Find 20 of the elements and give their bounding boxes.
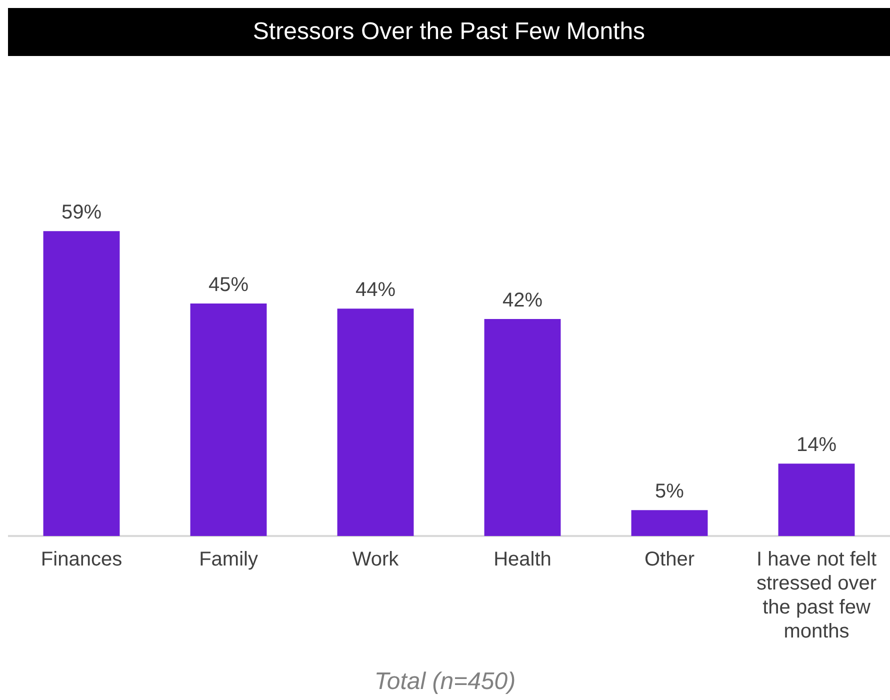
bar bbox=[778, 464, 855, 536]
bar bbox=[337, 308, 414, 536]
x-tick-label: I have not felt stressed over the past few months bbox=[756, 548, 877, 643]
data-label: 14% bbox=[796, 434, 837, 456]
bar bbox=[484, 319, 561, 536]
text: Total (n=450) bbox=[373, 668, 517, 696]
bar bbox=[631, 510, 708, 536]
x-tick-label: Work bbox=[352, 548, 400, 571]
data-label: 42% bbox=[502, 290, 543, 312]
bar bbox=[43, 231, 120, 536]
x-tick-label: Other bbox=[644, 548, 695, 571]
x-tick-label: Finances bbox=[40, 548, 122, 571]
data-label: 5% bbox=[655, 480, 684, 503]
data-label: 59% bbox=[61, 202, 102, 224]
x-tick-label: Health bbox=[494, 548, 552, 571]
data-label: 44% bbox=[355, 279, 396, 302]
chart-title: Stressors Over the Past Few Months bbox=[8, 8, 890, 56]
x-tick-label: Family bbox=[199, 548, 258, 571]
data-label: 45% bbox=[208, 274, 249, 296]
bar bbox=[190, 304, 267, 536]
